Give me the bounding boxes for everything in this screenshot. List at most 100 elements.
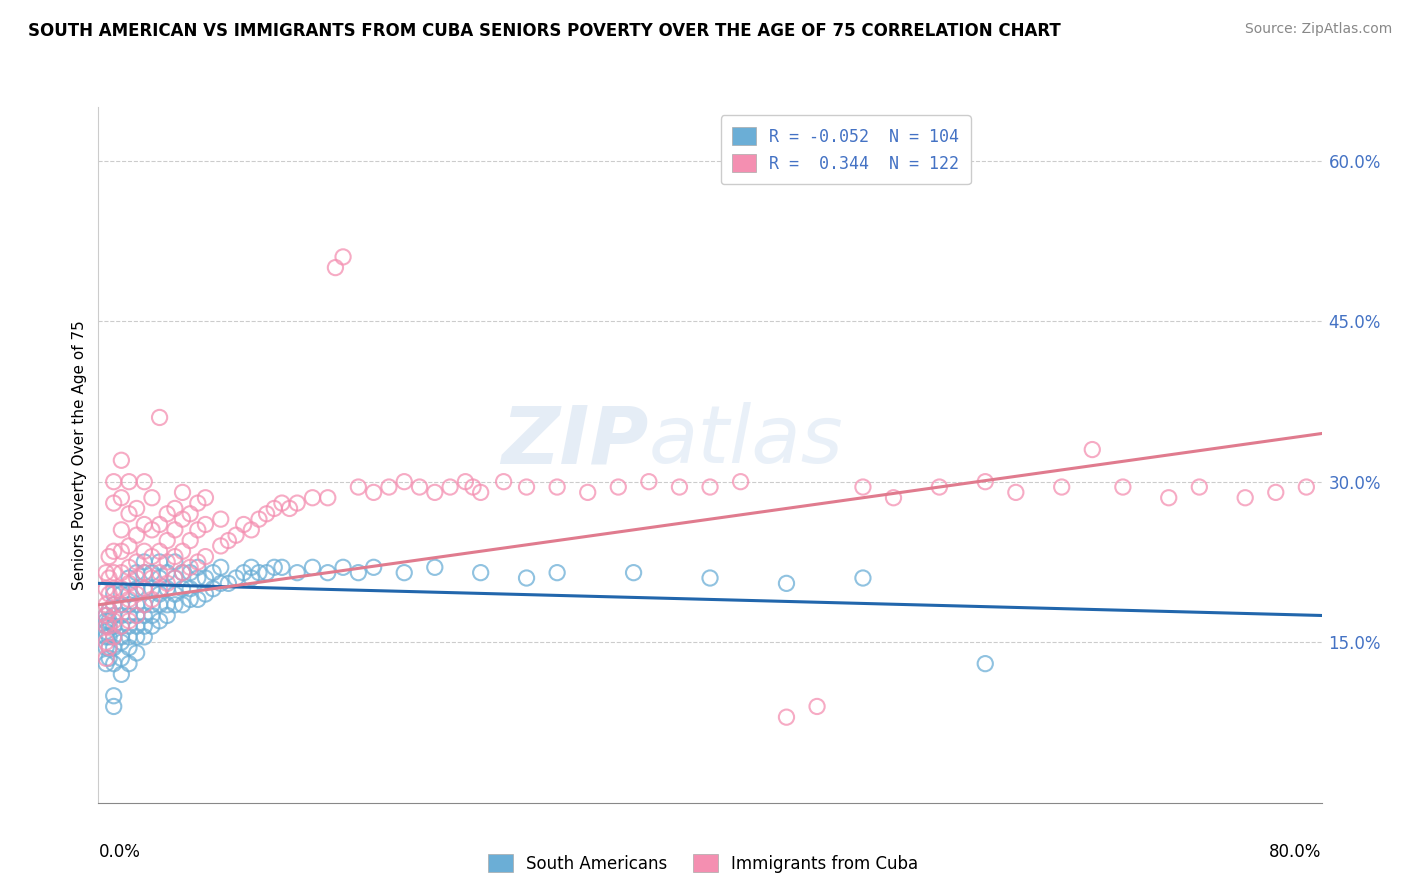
Point	[110, 598, 132, 612]
Point	[134, 566, 156, 580]
Point	[194, 549, 217, 564]
Point	[110, 619, 132, 633]
Point	[263, 560, 285, 574]
Point	[439, 480, 461, 494]
Point	[699, 571, 721, 585]
Point	[240, 560, 263, 574]
Point	[149, 582, 172, 596]
Point	[378, 480, 401, 494]
Point	[134, 555, 156, 569]
Point	[179, 560, 201, 574]
Point	[118, 592, 141, 607]
Point	[194, 571, 217, 585]
Point	[1157, 491, 1180, 505]
Point	[134, 630, 156, 644]
Point	[363, 485, 385, 500]
Point	[134, 475, 156, 489]
Point	[1295, 480, 1317, 494]
Point	[141, 619, 163, 633]
Text: 0.0%: 0.0%	[98, 843, 141, 861]
Y-axis label: Seniors Poverty Over the Age of 75: Seniors Poverty Over the Age of 75	[72, 320, 87, 590]
Point	[285, 496, 308, 510]
Point	[240, 523, 263, 537]
Point	[134, 582, 156, 596]
Point	[408, 480, 430, 494]
Point	[98, 603, 121, 617]
Point	[187, 523, 209, 537]
Point	[94, 619, 117, 633]
Point	[332, 560, 354, 574]
Point	[209, 539, 232, 553]
Point	[285, 566, 308, 580]
Point	[118, 598, 141, 612]
Point	[202, 582, 225, 596]
Point	[103, 657, 125, 671]
Point	[110, 630, 132, 644]
Point	[149, 555, 172, 569]
Point	[125, 566, 148, 580]
Point	[118, 630, 141, 644]
Point	[156, 582, 179, 596]
Point	[263, 501, 285, 516]
Point	[110, 667, 132, 681]
Point	[149, 614, 172, 628]
Point	[332, 250, 354, 264]
Point	[325, 260, 347, 275]
Point	[94, 614, 117, 628]
Point	[94, 651, 117, 665]
Point	[775, 710, 797, 724]
Point	[1234, 491, 1257, 505]
Point	[103, 587, 125, 601]
Point	[141, 598, 163, 612]
Point	[316, 491, 339, 505]
Point	[118, 576, 141, 591]
Point	[163, 501, 186, 516]
Point	[392, 475, 416, 489]
Point	[118, 539, 141, 553]
Point	[974, 657, 997, 671]
Point	[103, 582, 125, 596]
Point	[576, 485, 599, 500]
Point	[134, 598, 156, 612]
Point	[217, 576, 239, 591]
Point	[699, 480, 721, 494]
Point	[118, 507, 141, 521]
Point	[98, 640, 121, 655]
Point	[125, 555, 148, 569]
Point	[194, 491, 217, 505]
Point	[125, 646, 148, 660]
Point	[278, 501, 301, 516]
Point	[928, 480, 950, 494]
Point	[118, 587, 141, 601]
Point	[316, 566, 339, 580]
Point	[156, 608, 179, 623]
Point	[730, 475, 752, 489]
Point	[156, 566, 179, 580]
Point	[202, 566, 225, 580]
Point	[94, 630, 117, 644]
Point	[668, 480, 690, 494]
Point	[103, 608, 125, 623]
Text: 80.0%: 80.0%	[1270, 843, 1322, 861]
Point	[172, 512, 194, 526]
Point	[125, 608, 148, 623]
Point	[125, 630, 148, 644]
Point	[94, 582, 117, 596]
Point	[1112, 480, 1135, 494]
Point	[149, 544, 172, 558]
Point	[156, 533, 179, 548]
Point	[187, 496, 209, 510]
Text: SOUTH AMERICAN VS IMMIGRANTS FROM CUBA SENIORS POVERTY OVER THE AGE OF 75 CORREL: SOUTH AMERICAN VS IMMIGRANTS FROM CUBA S…	[28, 22, 1062, 40]
Point	[118, 608, 141, 623]
Point	[775, 576, 797, 591]
Point	[103, 614, 125, 628]
Point	[103, 640, 125, 655]
Point	[163, 549, 186, 564]
Point	[546, 566, 568, 580]
Point	[232, 517, 254, 532]
Point	[347, 566, 370, 580]
Point	[103, 630, 125, 644]
Point	[110, 491, 132, 505]
Point	[423, 485, 446, 500]
Point	[118, 619, 141, 633]
